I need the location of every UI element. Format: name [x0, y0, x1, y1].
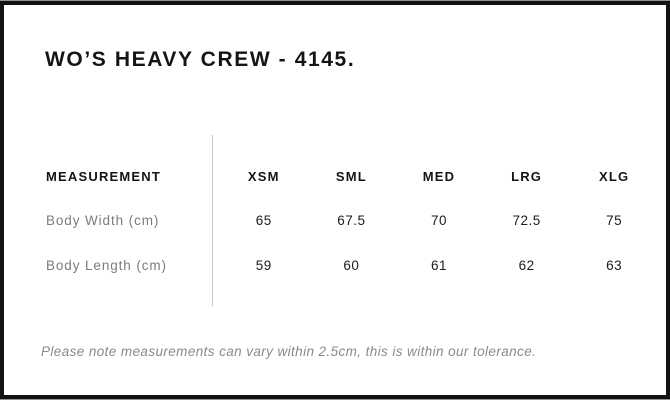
body-length-xsm-value: 59	[255, 257, 272, 273]
body-length-sml-value: 60	[343, 257, 360, 273]
column-header-xsm: XSM	[247, 168, 280, 184]
column-header-xlg: XLG	[599, 168, 630, 184]
table-row-body-width: Body Width (cm) 65 67.5 70 72.5 75	[46, 211, 658, 229]
column-header-lrg: LRG	[511, 168, 543, 184]
tolerance-note: Please note measurements can vary within…	[41, 344, 537, 359]
row-label-body-length: Body Length (cm)	[46, 257, 167, 273]
column-header-measurement: MEASUREMENT	[46, 168, 162, 184]
body-width-xsm-value: 65	[255, 212, 272, 228]
table-row-body-length: Body Length (cm) 59 60 61 62 63	[46, 256, 658, 274]
body-width-med-value: 70	[430, 212, 447, 228]
column-header-med: MED	[422, 168, 456, 184]
page-title: WO’S HEAVY CREW - 4145.	[45, 48, 356, 71]
body-length-med-value: 61	[430, 257, 447, 273]
column-header-sml: SML	[335, 168, 367, 184]
size-chart-table: MEASUREMENT XSM SML MED LRG XLG Body Wid…	[46, 167, 658, 274]
body-width-xlg-value: 75	[606, 212, 623, 228]
body-width-lrg-value: 72.5	[512, 212, 541, 228]
body-width-sml-value: 67.5	[337, 212, 366, 228]
body-length-lrg-value: 62	[518, 257, 535, 273]
table-header-row: MEASUREMENT XSM SML MED LRG XLG	[46, 167, 658, 185]
table-vertical-divider	[212, 135, 213, 306]
row-label-body-width: Body Width (cm)	[46, 212, 160, 228]
body-length-xlg-value: 63	[606, 257, 623, 273]
